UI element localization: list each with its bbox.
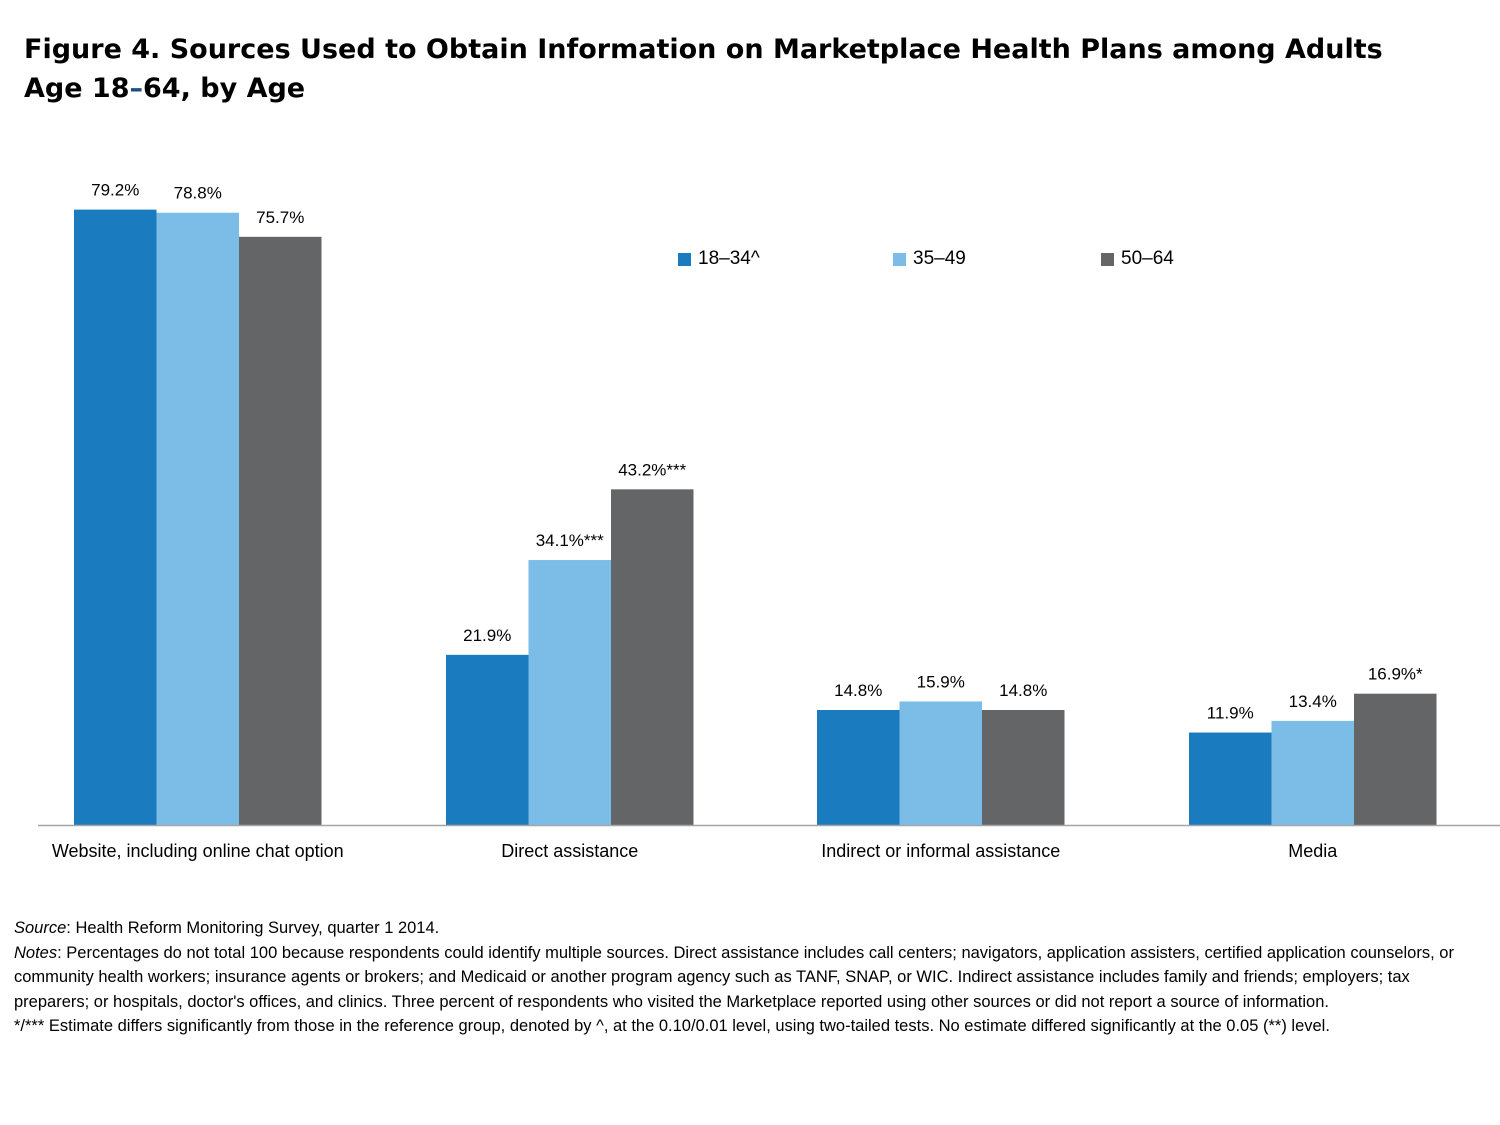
data-label-2-series-1: 21.9% bbox=[463, 626, 511, 645]
legend-item-35-49: 35–49 bbox=[893, 248, 966, 270]
category-label-3: Indirect or informal assistance bbox=[821, 841, 1060, 861]
bar-3-series-1 bbox=[817, 710, 900, 825]
data-label-4-series-2: 13.4% bbox=[1289, 692, 1337, 711]
title-age-end: 64, by Age bbox=[143, 73, 306, 104]
data-label-3-series-2: 15.9% bbox=[917, 672, 965, 691]
legend-label-50-64: 50–64 bbox=[1121, 248, 1174, 269]
bar-1-series-1 bbox=[74, 209, 157, 826]
chart-title: Figure 4. Sources Used to Obtain Informa… bbox=[24, 30, 1464, 108]
significance-note: */*** Estimate differs significantly fro… bbox=[14, 1017, 1330, 1035]
bar-chart: 79.2% 78.8% 75.7% Website, including online… bbox=[38, 181, 1500, 861]
data-label-1-series-2: 78.8% bbox=[174, 184, 222, 203]
bar-4-series-2 bbox=[1271, 720, 1354, 825]
notes-text: : Percentages do not total 100 because r… bbox=[14, 943, 1454, 1011]
bar-2-series-2 bbox=[528, 560, 611, 825]
data-label-1-series-1: 79.2% bbox=[91, 181, 139, 200]
legend-swatch-50-64 bbox=[1101, 252, 1114, 266]
notes-label: Notes bbox=[14, 943, 58, 962]
data-label-3-series-1: 14.8% bbox=[834, 681, 882, 700]
data-label-4-series-3: 16.9%* bbox=[1368, 665, 1423, 684]
bar-2-series-1 bbox=[446, 654, 529, 825]
legend-label-18-34: 18–34^ bbox=[698, 248, 760, 269]
title-dash: – bbox=[129, 73, 144, 104]
data-label-1-series-3: 75.7% bbox=[256, 208, 304, 227]
legend-item-18-34: 18–34^ bbox=[678, 248, 760, 270]
legend-swatch-18-34 bbox=[678, 252, 691, 266]
source-label: Source bbox=[14, 919, 67, 937]
legend-item-50-64: 50–64 bbox=[1101, 248, 1174, 270]
category-label-1: Website, including online chat option bbox=[52, 841, 344, 861]
data-label-2-series-3: 43.2%*** bbox=[618, 460, 686, 479]
chart-title-line-2: Age 18–64, by Age bbox=[24, 69, 1464, 108]
legend-label-35-49: 35–49 bbox=[913, 248, 966, 269]
data-label-2-series-2: 34.1%*** bbox=[536, 531, 604, 550]
category-label-4: Media bbox=[1288, 841, 1338, 861]
source-note: Source: Health Reform Monitoring Survey,… bbox=[14, 916, 1474, 941]
source-text: : Health Reform Monitoring Survey, quart… bbox=[66, 919, 440, 937]
bar-2-series-3 bbox=[611, 489, 694, 825]
title-age-start: Age 18 bbox=[24, 73, 130, 104]
category-label-2: Direct assistance bbox=[501, 841, 638, 861]
data-label-3-series-3: 14.8% bbox=[999, 681, 1047, 700]
bar-1-series-2 bbox=[156, 212, 239, 825]
data-label-4-series-1: 11.9% bbox=[1207, 704, 1254, 723]
notes-note: Notes: Percentages do not total 100 beca… bbox=[14, 941, 1474, 1015]
bar-1-series-3 bbox=[239, 236, 322, 825]
chart-title-line-1: Figure 4. Sources Used to Obtain Informa… bbox=[24, 34, 1383, 65]
bar-4-series-3 bbox=[1354, 693, 1437, 825]
bar-3-series-3 bbox=[982, 710, 1065, 825]
footnotes: Source: Health Reform Monitoring Survey,… bbox=[14, 916, 1474, 1039]
bar-3-series-2 bbox=[899, 701, 982, 825]
chart-legend: 18–34^ 35–49 50–64 bbox=[0, 248, 1500, 278]
bar-4-series-1 bbox=[1189, 732, 1272, 825]
legend-swatch-35-49 bbox=[893, 252, 906, 266]
